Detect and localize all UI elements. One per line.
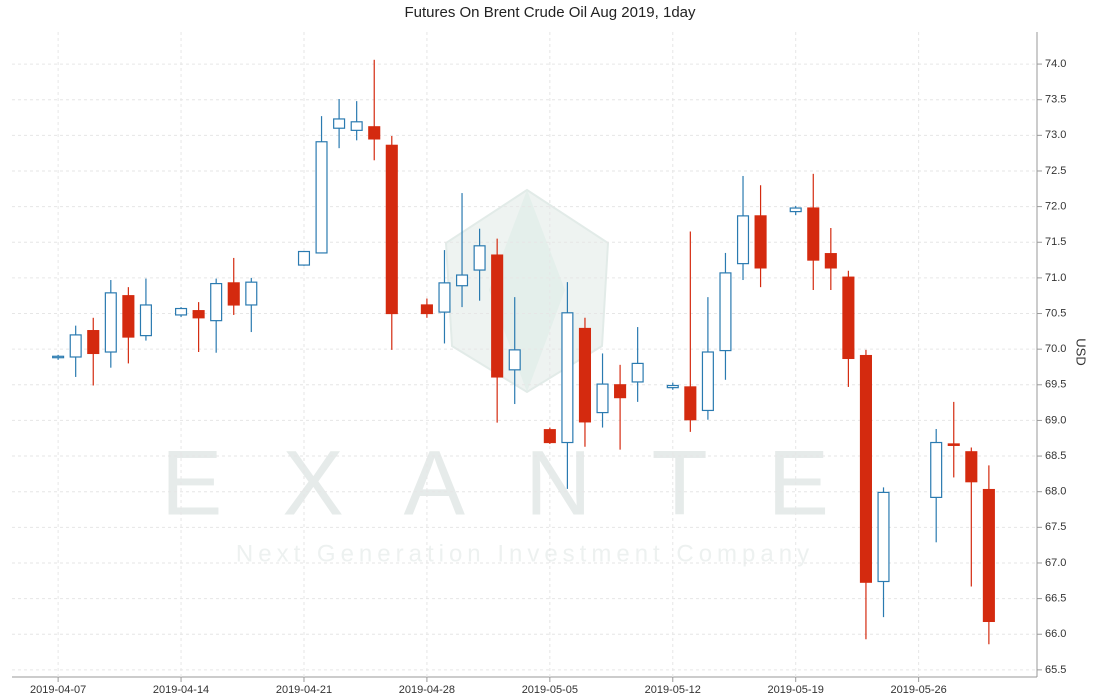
x-tick-label: 2019-04-14	[153, 684, 209, 696]
candle-body	[139, 304, 152, 337]
candle-body	[578, 327, 592, 423]
candle-body	[666, 384, 679, 389]
y-tick-label: 66.0	[1045, 628, 1066, 640]
x-tick-label: 2019-04-28	[399, 684, 455, 696]
y-tick-label: 71.0	[1045, 272, 1066, 284]
y-tick-label: 67.5	[1045, 521, 1066, 533]
x-tick-label: 2019-04-21	[276, 684, 332, 696]
candle-body	[631, 362, 644, 383]
y-tick-label: 73.0	[1045, 129, 1066, 141]
candle-body	[227, 282, 240, 306]
candle-body	[508, 349, 521, 371]
y-tick-label: 66.5	[1045, 593, 1066, 605]
candle-body	[473, 245, 486, 271]
candle-body	[947, 443, 960, 446]
candle-body	[455, 274, 469, 287]
candle-body	[543, 429, 556, 444]
candle-body	[877, 491, 890, 583]
y-tick-label: 71.5	[1045, 236, 1066, 248]
candle-body	[420, 304, 433, 315]
candle-body	[824, 253, 837, 269]
candle-body	[438, 282, 451, 313]
candle-body	[210, 282, 223, 322]
y-tick-label: 68.0	[1045, 486, 1066, 498]
x-tick-label: 2019-05-05	[522, 684, 578, 696]
candle-body	[368, 126, 381, 140]
watermark: EXANTE Next Generation Investment Compan…	[161, 188, 889, 567]
candle-body	[807, 207, 820, 261]
candle-body	[719, 272, 732, 352]
x-tick-label: 2019-05-19	[768, 684, 824, 696]
candle-body	[104, 292, 117, 353]
candle-body	[842, 276, 855, 360]
candle-body	[982, 488, 995, 623]
x-tick-label: 2019-05-26	[890, 684, 946, 696]
y-tick-label: 70.0	[1045, 343, 1066, 355]
candle-body	[69, 334, 82, 358]
y-tick-label: 68.5	[1045, 450, 1066, 462]
candle-body	[315, 141, 328, 254]
candle-body	[192, 310, 205, 319]
y-axis-label: USD	[1074, 338, 1089, 365]
y-tick-label: 72.0	[1045, 201, 1066, 213]
candle-body	[87, 330, 100, 355]
candle-body	[561, 312, 574, 444]
candle-body	[789, 207, 802, 213]
x-tick-label: 2019-04-07	[30, 684, 86, 696]
candle-body	[701, 351, 714, 412]
x-tick-label: 2019-05-12	[645, 684, 701, 696]
watermark-text: EXANTE	[161, 432, 889, 534]
candle-body	[122, 295, 135, 338]
candle-body	[930, 441, 943, 498]
y-tick-label: 67.0	[1045, 557, 1066, 569]
candle-body	[350, 121, 363, 131]
y-tick-label: 70.5	[1045, 307, 1066, 319]
chart-title: Futures On Brent Crude Oil Aug 2019, 1da…	[405, 4, 696, 21]
candle-body	[297, 250, 311, 266]
candle-body	[385, 144, 398, 315]
candle-body	[52, 355, 65, 359]
candle-body	[491, 254, 504, 378]
candle-body	[245, 281, 258, 306]
candle-body	[736, 215, 750, 265]
candle-body	[614, 384, 627, 399]
candle-body	[684, 386, 697, 421]
y-tick-label: 72.5	[1045, 165, 1066, 177]
y-tick-label: 73.5	[1045, 94, 1066, 106]
y-tick-label: 74.0	[1045, 58, 1066, 70]
candle-body	[754, 215, 767, 269]
candle-body	[175, 307, 188, 316]
y-tick-label: 69.5	[1045, 379, 1066, 391]
y-tick-label: 69.0	[1045, 414, 1066, 426]
candle-body	[596, 383, 609, 414]
watermark-logo	[489, 190, 565, 392]
candle-body	[333, 118, 346, 129]
candle-body	[859, 354, 872, 583]
candle-body	[965, 451, 978, 483]
y-tick-label: 65.5	[1045, 664, 1066, 676]
